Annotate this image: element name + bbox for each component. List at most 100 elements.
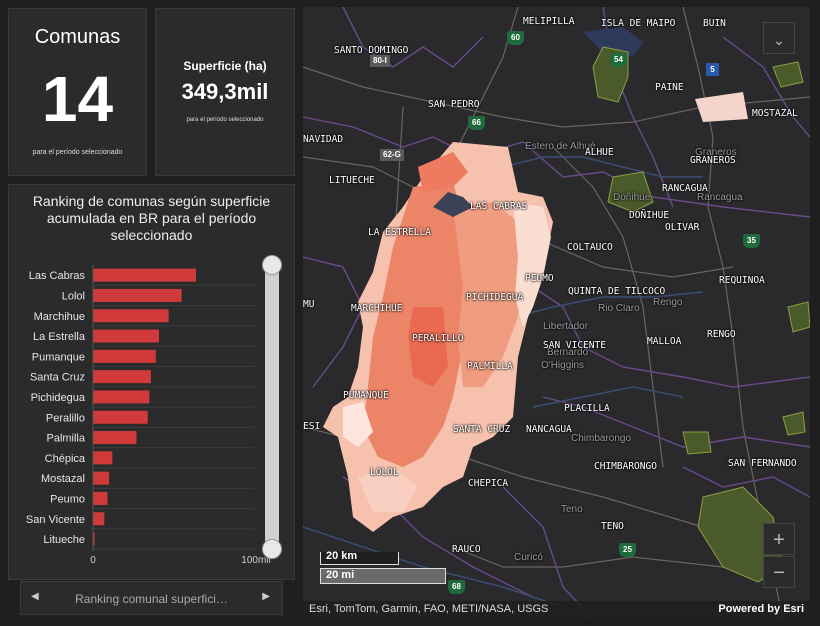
ranking-category-label: Mostazal — [41, 473, 85, 485]
map-basemap — [303, 7, 810, 619]
map-place-label: MOSTAZAL — [752, 108, 798, 119]
map-place-label: SAN PEDRO — [428, 99, 480, 110]
map-place-label: TENO — [601, 521, 624, 532]
kpi-comunas-note: para el período seleccionado — [32, 149, 123, 156]
map-feature-label: Rengo — [653, 297, 683, 308]
ranking-title-line-1: Ranking de comunas según superficie — [32, 193, 271, 209]
zoom-in-button[interactable]: + — [763, 523, 795, 555]
scale-bar-mi: 20 mi — [320, 568, 446, 584]
map-place-label: PICHIDEGUA — [466, 292, 524, 303]
map-feature-label: Rio Claro — [598, 303, 640, 314]
map-place-label: SAN VICENTE — [543, 340, 606, 351]
ranking-title: Ranking de comunas según superficie acum… — [9, 193, 294, 244]
ranking-bar[interactable] — [93, 451, 113, 465]
ranking-bar[interactable] — [93, 268, 197, 282]
ranking-pager: ◀ Ranking comunal superfici… ▶ — [20, 581, 283, 615]
map-place-label: MU — [303, 299, 315, 310]
map-feature-label: Graneros — [695, 147, 737, 158]
map-feature-label: Rancagua — [697, 192, 743, 203]
map-place-label: RENGO — [707, 329, 736, 340]
kpi-superficie-value: 349,3mil — [181, 79, 269, 104]
kpi-comunas-title: Comunas — [34, 26, 121, 48]
ranking-category-label: Pumanque — [32, 351, 85, 363]
map-place-label: LA ESTRELLA — [368, 227, 431, 238]
kpi-comunas-card: Comunas 14 para el período seleccionado — [8, 8, 147, 176]
scale-bar-mi-label: 20 mi — [326, 569, 355, 581]
map-place-label: DOÑIHUE — [629, 210, 670, 221]
pager-next-icon[interactable]: ▶ — [262, 591, 270, 602]
map-feature-label: Bernardo — [547, 347, 589, 358]
ranking-bar[interactable] — [93, 329, 160, 343]
highway-shield: 60 — [507, 31, 524, 45]
map-place-label: CHEPICA — [468, 478, 509, 489]
highway-shield: 68 — [448, 580, 465, 594]
kpi-superficie-card: Superficie (ha) 349,3mil para el período… — [155, 8, 295, 176]
ranking-category-label: San Vicente — [26, 514, 85, 526]
ranking-category-label: Peumo — [50, 493, 85, 505]
map-place-label: GRANEROS — [690, 155, 736, 166]
map-collapse-button[interactable]: ⌄ — [763, 22, 795, 54]
map-place-label: OLIVAR — [665, 222, 700, 233]
map-place-label: LAS CABRAS — [470, 201, 528, 212]
map-place-label: SANTA CRUZ — [453, 424, 511, 435]
map-place-label: ESI — [303, 421, 321, 432]
map-place-label: RANCAGUA — [662, 183, 708, 194]
ranking-bar[interactable] — [93, 431, 137, 445]
highway-shield: 62-G — [380, 149, 404, 161]
map-place-label: REQUINOA — [719, 275, 765, 286]
ranking-category-label: Marchihue — [34, 311, 85, 323]
ranking-bar[interactable] — [93, 288, 182, 302]
map-attribution-bar: Esri, TomTom, Garmin, FAO, METI/NASA, US… — [303, 601, 810, 619]
map-feature-label: O'Higgins — [541, 360, 585, 371]
pager-prev-icon[interactable]: ◀ — [31, 591, 39, 602]
map-place-label: PEUMO — [525, 273, 554, 284]
highway-shield: 80-I — [370, 55, 390, 67]
map-feature-label: Curicó — [514, 552, 543, 563]
kpi-superficie-title: Superficie (ha) — [183, 59, 267, 73]
ranking-bar[interactable] — [93, 410, 148, 424]
map-place-label: MALLOA — [647, 336, 682, 347]
map-place-label: CHIMBARONGO — [594, 461, 657, 472]
highway-shield: 35 — [743, 234, 760, 248]
ranking-bar[interactable] — [93, 309, 169, 323]
map-feature-label: Doñihue — [613, 192, 651, 203]
ranking-bar[interactable] — [93, 471, 110, 485]
scale-bar-km: 20 km — [320, 550, 399, 565]
map-place-label: COLTAUCO — [567, 242, 613, 253]
chevron-double-down-icon: ⌄ — [773, 32, 785, 48]
ranking-bar[interactable] — [93, 390, 150, 404]
map-place-label: LITUECHE — [329, 175, 375, 186]
highway-shield: 25 — [619, 543, 636, 557]
ranking-category-label: Pichidegua — [31, 392, 86, 404]
ranking-bar[interactable] — [93, 512, 105, 526]
map-place-label: PALMILLA — [467, 361, 513, 372]
ranking-scroll-handle-top[interactable] — [262, 255, 282, 275]
map-place-label: PUMANQUE — [343, 390, 389, 401]
ranking-bar[interactable] — [93, 532, 95, 546]
ranking-scroll-handle-bottom[interactable] — [262, 539, 282, 559]
map-place-label: PERALILLO — [412, 333, 464, 344]
ranking-category-label: Lolol — [62, 290, 85, 302]
ranking-bar[interactable] — [93, 491, 108, 505]
ranking-category-label: Palmilla — [46, 433, 85, 445]
ranking-category-label: Las Cabras — [29, 270, 86, 282]
highway-shield: 66 — [468, 116, 485, 130]
ranking-tick-label-min: 0 — [90, 555, 96, 566]
map-feature-label: Teno — [561, 504, 583, 515]
ranking-bar[interactable] — [93, 349, 156, 363]
ranking-bar[interactable] — [93, 370, 151, 384]
scale-bar-km-label: 20 km — [326, 550, 358, 562]
ranking-scroll-track[interactable] — [265, 263, 279, 547]
pager-label[interactable]: Ranking comunal superfici… — [75, 592, 228, 606]
zoom-out-button[interactable]: − — [763, 556, 795, 588]
powered-by-esri[interactable]: Powered by Esri — [718, 603, 804, 615]
ranking-category-label: La Estrella — [33, 331, 86, 343]
map-place-label: QUINTA DE TILCOCO — [568, 286, 666, 297]
map-place-label: NAVIDAD — [303, 134, 344, 145]
kpi-comunas-value: 14 — [41, 63, 114, 135]
map-view[interactable]: Estero de Alhué Graneros Rancagua Doñihue Re… — [303, 7, 810, 619]
map-feature-label: Estero de Alhué — [525, 141, 596, 152]
map-attribution[interactable]: Esri, TomTom, Garmin, FAO, METI/NASA, US… — [309, 603, 549, 615]
map-place-label: PAINE — [655, 82, 684, 93]
map-place-label: PLACILLA — [564, 403, 610, 414]
